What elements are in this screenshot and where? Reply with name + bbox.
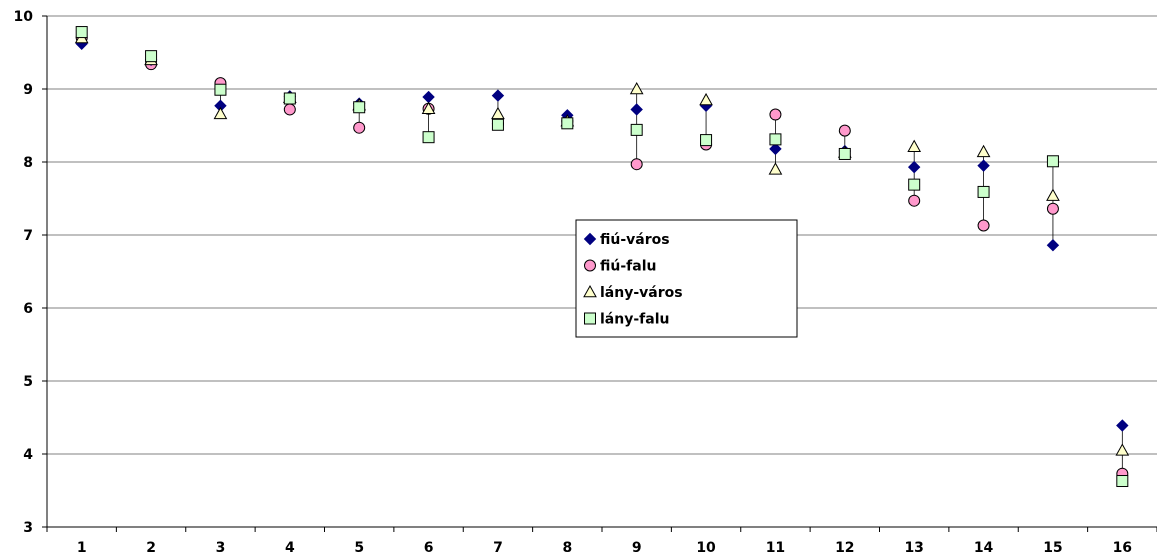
point-lány-falu-13: [908, 178, 921, 191]
legend-marker-fiú-város: [583, 232, 597, 246]
legend-marker-fiú-falu: [584, 259, 596, 272]
point-lány-falu-6: [422, 131, 435, 144]
point-lány-város-15: [1046, 188, 1060, 201]
point-fiú-város-16: [1116, 419, 1129, 432]
point-lány-falu-15: [1046, 155, 1059, 168]
x-tick-label-12: 12: [835, 540, 854, 556]
legend-label-fiú-város: fiú-város: [600, 232, 670, 248]
point-fiú-város-7: [491, 89, 505, 102]
point-fiú-falu-4: [283, 103, 296, 116]
x-tick-label-1: 1: [77, 540, 87, 556]
point-lány-falu-3: [214, 83, 227, 96]
x-tick-label-14: 14: [974, 540, 994, 556]
point-lány-falu-9: [630, 123, 643, 136]
y-tick-label-10: 10: [14, 9, 34, 25]
point-lány-város-13: [907, 139, 922, 152]
point-lány-falu-1: [75, 26, 88, 39]
y-tick-label-4: 4: [23, 447, 33, 463]
y-tick-label-3: 3: [23, 520, 33, 536]
point-fiú-város-9: [630, 103, 643, 116]
axes: [42, 15, 1157, 532]
x-tick-label-10: 10: [696, 540, 716, 556]
legend: fiú-város fiú-falu lány-város lány-falu: [575, 219, 798, 338]
legend-marker-lány-falu: [584, 312, 596, 325]
point-lány-város-3: [213, 106, 228, 120]
point-lány-falu-8: [561, 117, 574, 130]
point-fiú-falu-11: [769, 108, 782, 121]
x-tick-label-2: 2: [146, 540, 156, 556]
y-tick-label-5: 5: [23, 374, 33, 390]
x-tick-label-6: 6: [424, 540, 434, 556]
point-lány-falu-11: [769, 133, 782, 146]
legend-label-lány-falu: lány-falu: [600, 312, 669, 328]
point-lány-falu-2: [145, 50, 158, 63]
point-lány-város-7: [491, 106, 505, 120]
y-tick-label-6: 6: [23, 301, 33, 317]
x-axis-tick-labels: 1 2 3 4 5 6 7 8 9 10 11 12 13 14 15 16: [77, 540, 1132, 556]
legend-label-lány-város: lány-város: [600, 285, 683, 301]
x-tick-label-3: 3: [216, 540, 226, 556]
x-tick-label-16: 16: [1113, 540, 1132, 556]
point-fiú-falu-14: [977, 219, 990, 232]
point-lány-város-10: [699, 92, 713, 106]
point-lány-falu-5: [353, 101, 366, 114]
point-lány-város-14: [976, 144, 991, 158]
x-tick-label-9: 9: [632, 540, 642, 556]
point-fiú-falu-9: [630, 158, 643, 171]
point-lány-város-6: [421, 101, 436, 115]
point-lány-falu-14: [977, 185, 990, 198]
point-lány-falu-4: [283, 92, 296, 105]
y-tick-label-7: 7: [23, 228, 33, 244]
point-fiú-város-15: [1046, 239, 1060, 252]
x-tick-label-4: 4: [285, 540, 295, 556]
x-tick-label-5: 5: [354, 540, 364, 556]
y-axis-tick-labels: 3 4 5 6 7 8 9 10: [14, 9, 34, 536]
point-fiú-falu-12: [838, 124, 851, 137]
point-lány-falu-10: [700, 134, 713, 147]
x-tick-label-8: 8: [562, 540, 572, 556]
point-fiú-falu-5: [353, 121, 366, 134]
point-lány-város-9: [629, 81, 644, 95]
legend-label-fiú-falu: fiú-falu: [600, 259, 656, 275]
point-fiú-város-14: [977, 159, 990, 172]
point-lány-falu-7: [491, 118, 504, 131]
point-lány-falu-16: [1116, 475, 1129, 488]
point-lány-város-11: [768, 162, 783, 175]
y-tick-label-9: 9: [23, 82, 33, 98]
x-tick-label-13: 13: [904, 540, 923, 556]
point-fiú-város-6: [422, 90, 435, 104]
point-fiú-város-11: [769, 142, 782, 156]
legend-marker-lány-város: [583, 284, 597, 298]
x-tick-label-7: 7: [493, 540, 503, 556]
point-fiú-város-13: [907, 160, 921, 174]
point-lány-falu-12: [838, 147, 851, 160]
data-points: [74, 26, 1130, 488]
point-fiú-falu-13: [908, 194, 921, 207]
y-tick-label-8: 8: [23, 155, 33, 171]
legend-box: [575, 219, 798, 338]
point-fiú-falu-15: [1046, 202, 1059, 215]
point-lány-város-16: [1115, 443, 1130, 456]
x-tick-label-15: 15: [1043, 540, 1062, 556]
x-tick-label-11: 11: [766, 540, 785, 556]
